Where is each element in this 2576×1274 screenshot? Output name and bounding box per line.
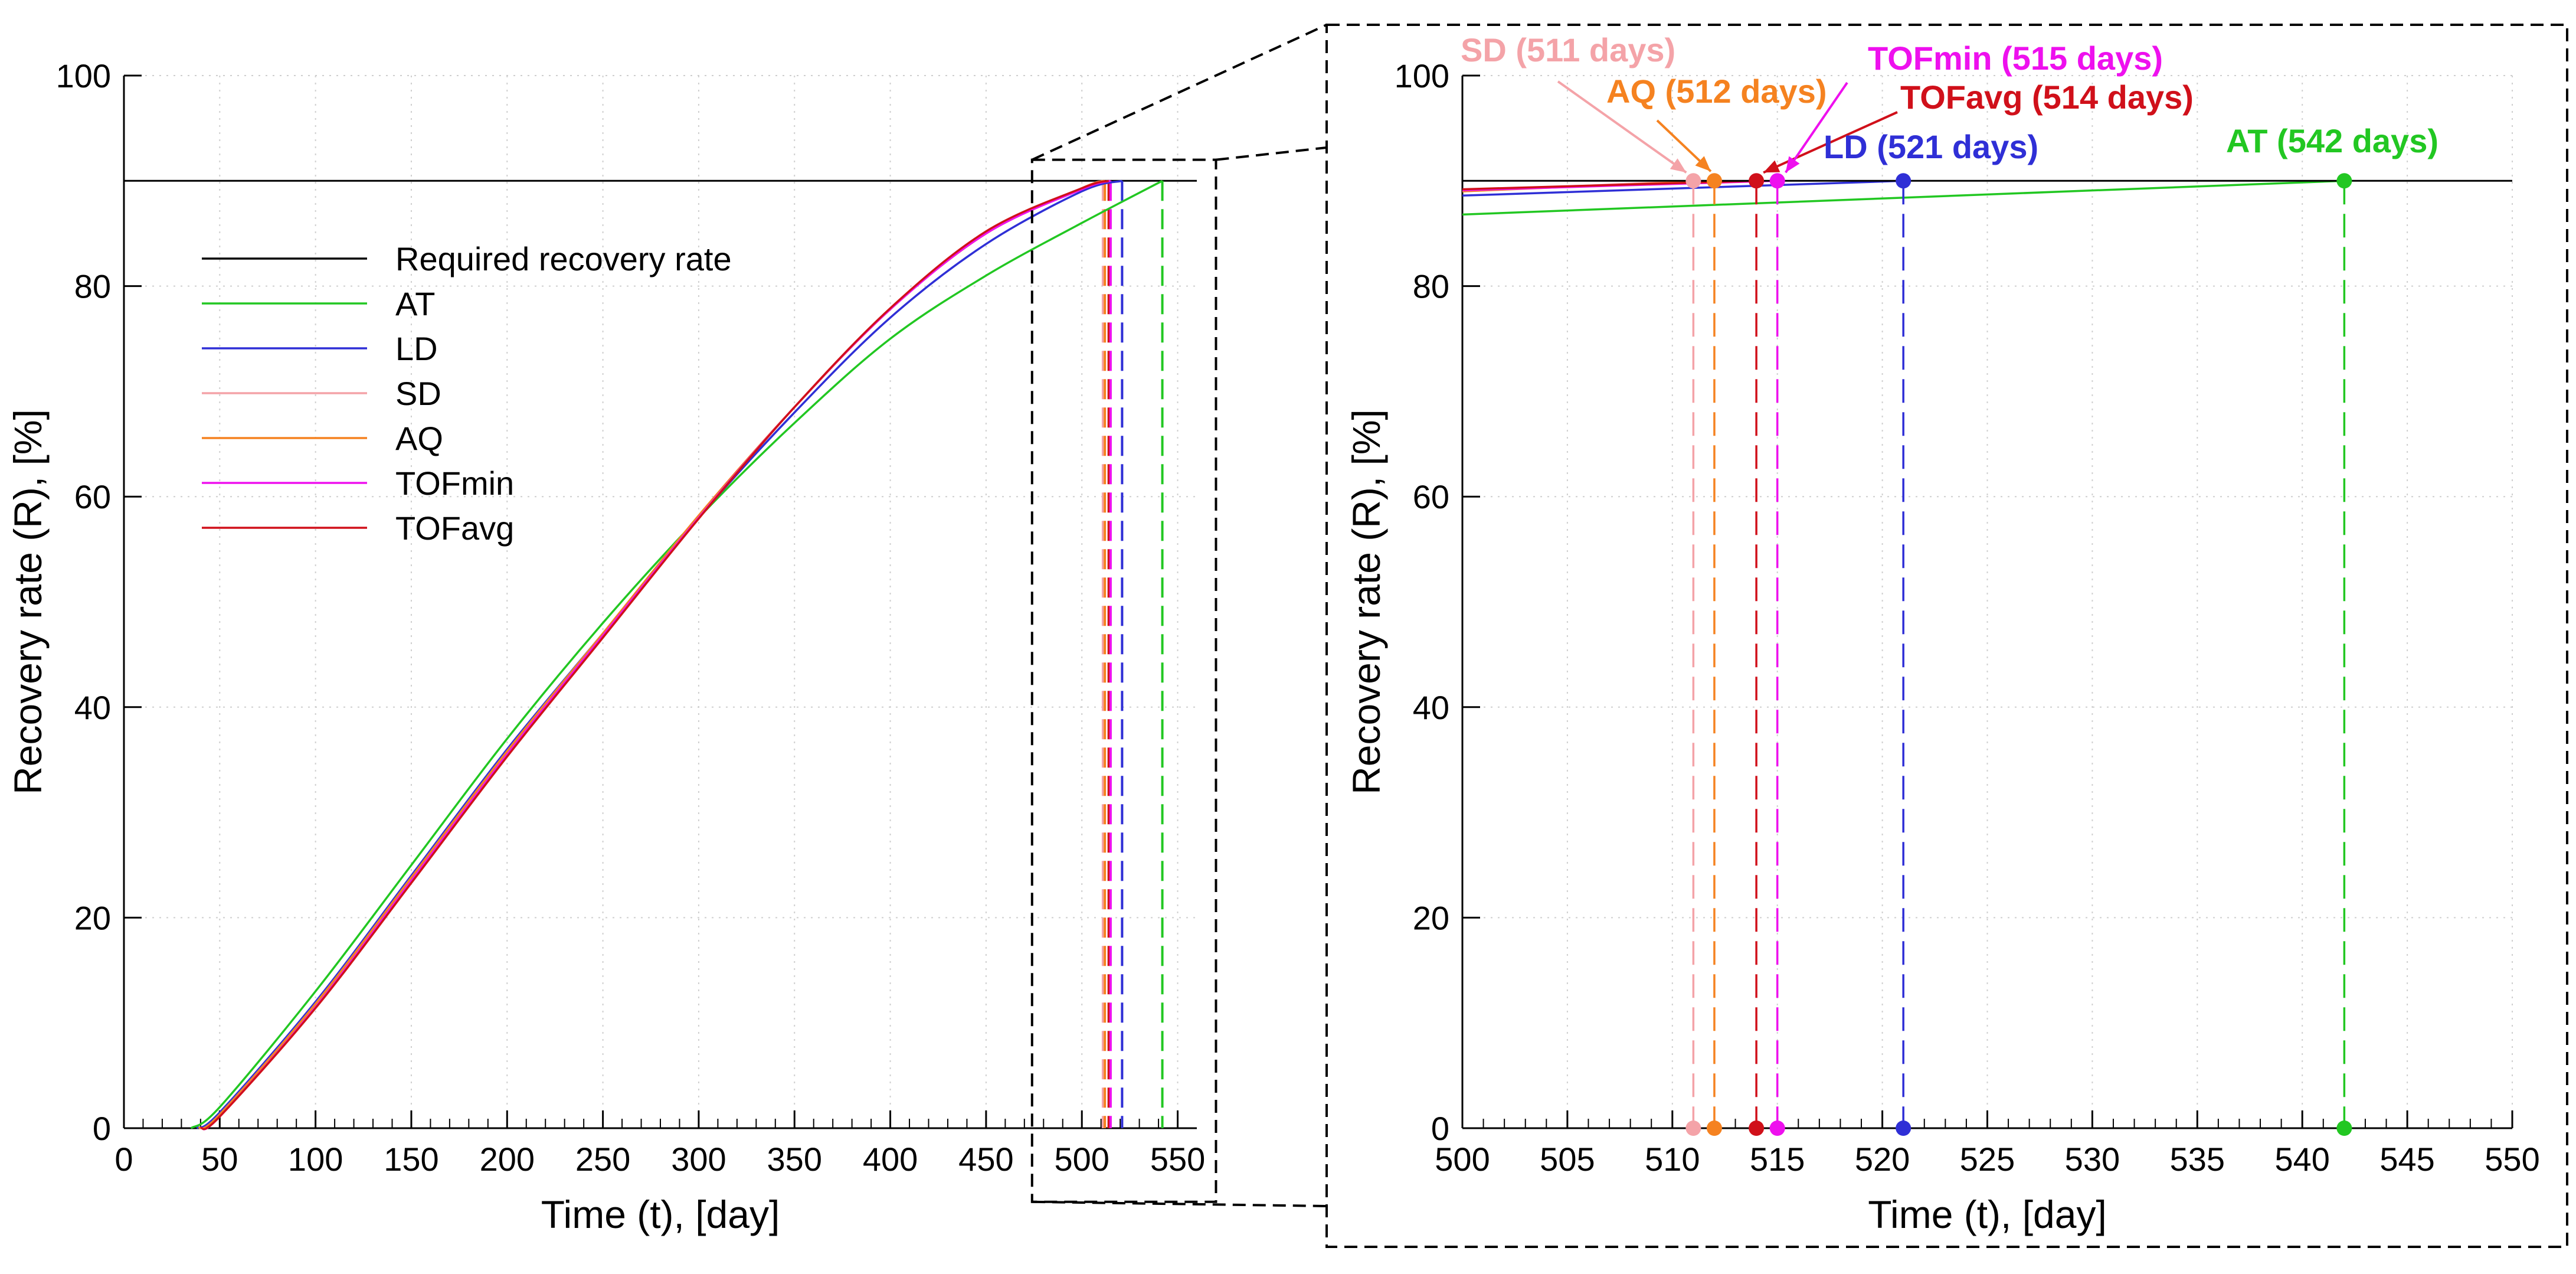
x-tick-label: 150 bbox=[384, 1141, 438, 1178]
annotation-arrow-tofmin bbox=[1785, 81, 1848, 174]
x-tick-label: 550 bbox=[2485, 1141, 2539, 1178]
zoom-connector-bottom bbox=[1032, 1200, 1327, 1207]
x-tick-label: 250 bbox=[575, 1141, 630, 1178]
y-tick-label: 100 bbox=[1395, 57, 1449, 94]
x-tick-label: 200 bbox=[480, 1141, 535, 1178]
marker-top-tofmin bbox=[1769, 173, 1785, 189]
y-tick-label: 0 bbox=[93, 1110, 111, 1147]
y-tick-label: 0 bbox=[1431, 1110, 1449, 1147]
x-tick-label: 545 bbox=[2379, 1141, 2434, 1178]
marker-bottom-tofmin bbox=[1769, 1121, 1785, 1136]
series-line-at bbox=[190, 179, 1163, 1129]
legend-label: SD bbox=[395, 375, 441, 412]
marker-top-aq bbox=[1706, 173, 1722, 189]
annotation-arrowhead-aq bbox=[1695, 156, 1711, 172]
y-tick-label: 60 bbox=[74, 478, 111, 515]
legend-label: AQ bbox=[395, 420, 443, 457]
x-tick-label: 515 bbox=[1750, 1141, 1805, 1178]
legend-label: Required recovery rate bbox=[395, 240, 732, 277]
x-tick-label: 500 bbox=[1435, 1141, 1490, 1178]
x-tick-label: 0 bbox=[114, 1141, 133, 1178]
marker-bottom-aq bbox=[1706, 1121, 1722, 1136]
marker-bottom-sd bbox=[1685, 1121, 1701, 1136]
annotation-label-tofavg: TOFavg (514 days) bbox=[1900, 79, 2194, 116]
y-tick-label: 40 bbox=[1413, 689, 1449, 726]
x-tick-label: 505 bbox=[1540, 1141, 1595, 1178]
x-tick-label: 100 bbox=[288, 1141, 343, 1178]
x-tick-label: 510 bbox=[1645, 1141, 1700, 1178]
annotation-label-tofmin: TOFmin (515 days) bbox=[1868, 40, 2163, 77]
x-tick-label: 400 bbox=[863, 1141, 918, 1178]
x-tick-label: 50 bbox=[201, 1141, 238, 1178]
y-tick-label: 100 bbox=[56, 57, 111, 94]
x-axis-title: Time (t), [day] bbox=[1868, 1193, 2107, 1236]
zoom-region-box bbox=[1030, 158, 1217, 1203]
x-tick-label: 350 bbox=[767, 1141, 822, 1178]
legend-label: AT bbox=[395, 285, 435, 322]
annotation-arrow-sd bbox=[1557, 80, 1687, 174]
x-tick-label: 535 bbox=[2170, 1141, 2225, 1178]
annotation-arrowhead-sd bbox=[1670, 158, 1687, 173]
annotation-label-sd: SD (511 days) bbox=[1461, 31, 1675, 68]
annotation-label-ld: LD (521 days) bbox=[1824, 128, 2038, 165]
y-tick-label: 80 bbox=[1413, 268, 1449, 305]
x-tick-label: 520 bbox=[1855, 1141, 1910, 1178]
zoom-connector-mid bbox=[1216, 146, 1327, 161]
marker-top-ld bbox=[1896, 173, 1911, 189]
marker-bottom-ld bbox=[1896, 1121, 1911, 1136]
annotation-arrowhead-tofmin bbox=[1785, 156, 1800, 173]
y-axis-title: Recovery rate (R), [%] bbox=[6, 409, 50, 795]
annotation-label-at: AT (542 days) bbox=[2226, 122, 2438, 159]
zoom-chart: 500 505 510 515 520 525 530 535 540 545 550 0 20 40 60… bbox=[1344, 31, 2540, 1236]
y-tick-label: 20 bbox=[74, 899, 111, 936]
y-tick-label: 60 bbox=[1413, 478, 1449, 515]
x-axis-title: Time (t), [day] bbox=[541, 1193, 780, 1236]
x-tick-label: 450 bbox=[958, 1141, 1013, 1178]
marker-top-tofavg bbox=[1749, 173, 1765, 189]
y-tick-label: 20 bbox=[1413, 899, 1449, 936]
marker-bottom-at bbox=[2336, 1121, 2352, 1136]
x-tick-label: 500 bbox=[1054, 1141, 1109, 1178]
annotation-arrow-tofavg bbox=[1763, 111, 1898, 174]
y-tick-label: 40 bbox=[74, 689, 111, 726]
x-tick-label: 300 bbox=[671, 1141, 726, 1178]
marker-bottom-tofavg bbox=[1749, 1121, 1765, 1136]
legend-label: TOFavg bbox=[395, 509, 514, 547]
zoom-series-line-ld bbox=[1462, 179, 1904, 197]
legend-label: TOFmin bbox=[395, 465, 514, 502]
zoom-panel-frame bbox=[1325, 24, 2568, 1248]
series-line-ld bbox=[196, 179, 1122, 1129]
annotation-arrowhead-tofavg bbox=[1763, 160, 1780, 173]
series-line-tofmin bbox=[199, 179, 1111, 1131]
main-chart: 0 50 100 150 200 250 300 350 400 450 500 550 0 20 40 60… bbox=[6, 24, 1327, 1236]
marker-top-at bbox=[2336, 173, 2352, 189]
x-tick-label: 540 bbox=[2274, 1141, 2329, 1178]
annotation-label-aq: AQ (512 days) bbox=[1606, 73, 1827, 110]
y-tick-label: 80 bbox=[74, 268, 111, 305]
series-line-tofavg bbox=[199, 179, 1109, 1131]
marker-top-sd bbox=[1685, 173, 1701, 189]
y-axis-title: Recovery rate (R), [%] bbox=[1344, 409, 1388, 795]
x-tick-label: 550 bbox=[1150, 1141, 1205, 1178]
x-tick-label: 525 bbox=[1960, 1141, 2015, 1178]
x-tick-label: 530 bbox=[2065, 1141, 2120, 1178]
zoom-connector-top bbox=[1031, 24, 1327, 161]
legend-label: LD bbox=[395, 330, 438, 367]
series-line-aq bbox=[198, 179, 1105, 1130]
